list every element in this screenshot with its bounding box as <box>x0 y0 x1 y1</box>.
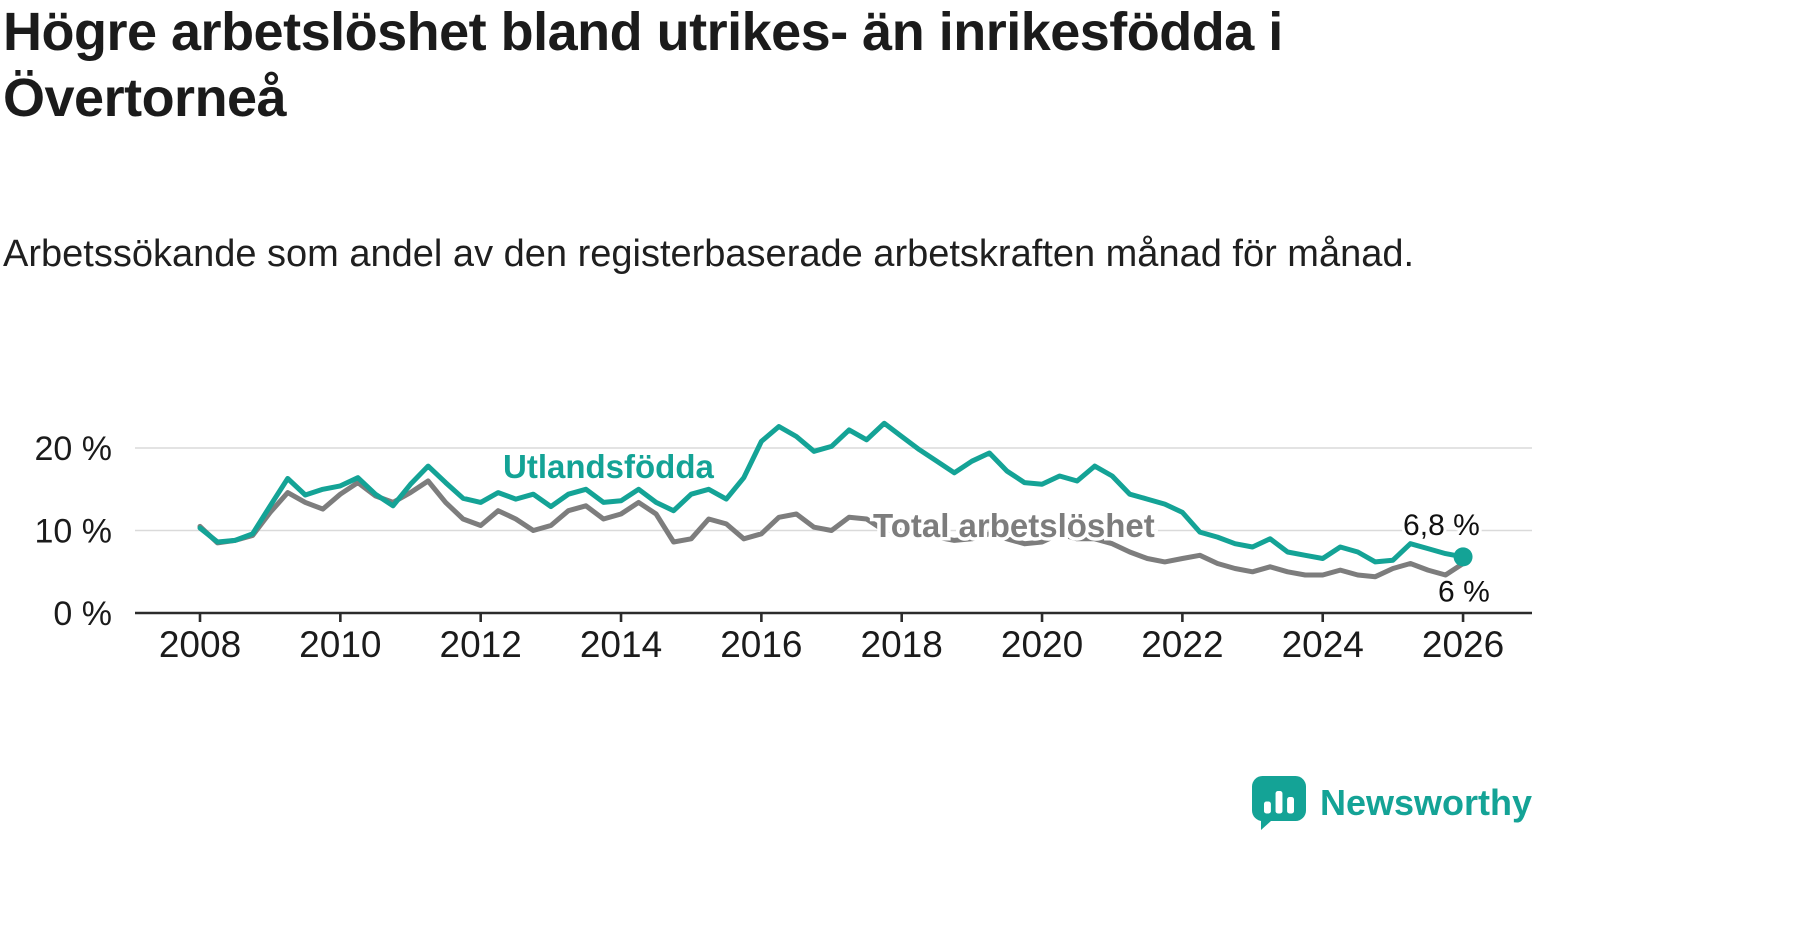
end-value-label-utlandsfodda: 6,8 % <box>1403 509 1480 542</box>
series-label-utlandsfodda: Utlandsfödda <box>503 448 714 485</box>
newsworthy-logo: Newsworthy <box>1251 776 1532 830</box>
newsworthy-logo-icon <box>1251 776 1306 830</box>
series-end-marker-dot <box>1453 547 1473 567</box>
newsworthy-logo-text: Newsworthy <box>1319 782 1532 823</box>
x-tick-label: 2018 <box>861 624 943 665</box>
y-axis-labels: 0 % 10 % 20 % <box>35 430 113 633</box>
x-tick-label: 2024 <box>1282 624 1364 665</box>
x-tick-label: 2010 <box>299 624 381 665</box>
axes <box>135 611 1532 622</box>
x-tick-label: 2020 <box>1001 624 1083 665</box>
x-tick-label: 2014 <box>580 624 662 665</box>
y-tick-label: 10 % <box>35 513 113 551</box>
series-total-line <box>197 478 1466 580</box>
page-title: Högre arbetslöshet bland utrikes- än inr… <box>3 2 1283 128</box>
y-tick-label: 0 % <box>53 595 112 633</box>
end-value-label-total: 6 % <box>1438 576 1490 609</box>
x-tick-label: 2012 <box>440 624 522 665</box>
series-label-total: Total arbetslöshet <box>873 507 1155 544</box>
page-subtitle: Arbetssökande som andel av den registerb… <box>3 233 1415 275</box>
x-tick-label: 2026 <box>1422 624 1504 665</box>
series-utlandsfodda-line <box>197 420 1466 565</box>
y-tick-label: 20 % <box>35 430 113 468</box>
x-tick-label: 2008 <box>159 624 241 665</box>
x-axis-labels: 2008 2010 2012 2014 2016 2018 2020 2022 2024 2026 <box>159 624 1504 665</box>
x-tick-label: 2016 <box>720 624 802 665</box>
x-tick-label: 2022 <box>1141 624 1223 665</box>
